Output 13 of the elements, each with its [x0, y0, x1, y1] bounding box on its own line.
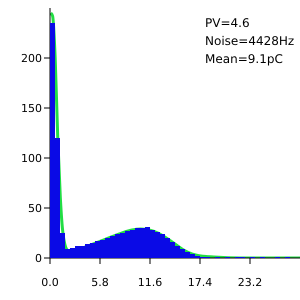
annotation: PV=4.6: [205, 15, 251, 32]
annotation: Mean=9.1pC: [205, 51, 284, 68]
y-tick-label: 100: [21, 152, 42, 165]
x-tick-label: 23.2: [238, 276, 262, 289]
x-tick-label: 0.0: [41, 276, 59, 289]
x-tick-label: 17.4: [188, 276, 212, 289]
annotation: Noise=4428Hz: [205, 33, 294, 50]
x-tick-label: 11.6: [138, 276, 162, 289]
y-tick-label: 50: [28, 202, 42, 215]
y-tick-label: 0: [35, 252, 42, 265]
y-tick-label: 150: [21, 102, 42, 115]
x-tick-label: 5.8: [91, 276, 109, 289]
y-tick-label: 200: [21, 52, 42, 65]
